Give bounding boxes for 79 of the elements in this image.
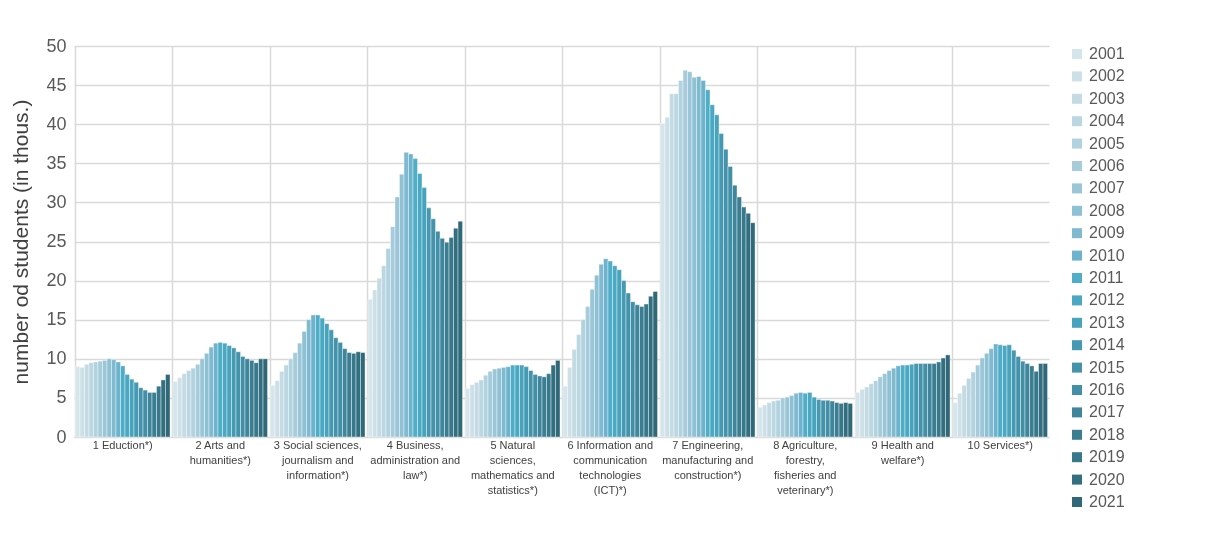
legend-label: 2003 [1089, 89, 1125, 107]
legend-label: 2005 [1089, 134, 1125, 152]
bar [775, 400, 781, 438]
legend-label: 2001 [1089, 45, 1125, 62]
x-tick-label: 6 Information and communication technologies (ICT)*) [567, 438, 654, 496]
bar [253, 362, 259, 438]
bar [766, 402, 772, 438]
bar [820, 400, 826, 438]
legend-label: 2016 [1089, 381, 1125, 398]
legend-label: 2020 [1089, 470, 1125, 488]
bar [478, 379, 484, 438]
bar [922, 363, 928, 438]
y-tick-label: 0 [56, 426, 67, 447]
x-tick-label: 1 Eduction*) [92, 438, 153, 451]
legend-label: 2002 [1089, 67, 1125, 85]
legend-label: 2018 [1089, 425, 1125, 443]
bar [88, 362, 94, 438]
bar [847, 403, 853, 438]
x-tick-label: 5 Natural sciences, mathematics and statistics*) [470, 438, 555, 496]
y-tick-label: 35 [46, 152, 67, 173]
bar [634, 304, 640, 438]
legend-label: 2011 [1089, 269, 1124, 286]
legend-label: 2017 [1089, 403, 1125, 421]
bar [262, 358, 268, 438]
bar [784, 396, 790, 438]
y-axis-title: number od students (in thous.) [9, 99, 33, 385]
bar [97, 360, 103, 438]
bar [859, 389, 865, 438]
legend-label: 2014 [1089, 336, 1125, 354]
y-tick-label: 30 [46, 191, 67, 212]
bar [79, 367, 85, 438]
legend-label: 2004 [1089, 112, 1125, 130]
bar [904, 364, 910, 438]
bar [979, 357, 985, 438]
y-tick-label: 20 [46, 270, 67, 291]
y-tick-label: 15 [46, 309, 67, 330]
x-tick-label: 7 Engineering, manufacturing and construction*) [662, 438, 754, 481]
x-tick-label: 4 Business, administration and law*) [370, 438, 461, 481]
bar [877, 376, 883, 438]
bar [190, 367, 196, 438]
y-tick-label: 5 [56, 387, 67, 408]
x-tick-label: 2 Arts and humanities*) [189, 438, 251, 466]
y-tick-label: 40 [46, 113, 67, 134]
bar [997, 344, 1003, 438]
bar [1042, 363, 1048, 438]
bar [913, 363, 919, 438]
bar [457, 220, 463, 438]
bar [505, 366, 511, 438]
x-tick-label: 10 Services*) [967, 438, 1033, 451]
legend-label: 2008 [1089, 201, 1125, 219]
legend-label: 2021 [1089, 493, 1125, 510]
x-tick-label: 8 Agriculture, forestry, fisheries and veterinary*) [773, 438, 838, 496]
bar [346, 352, 352, 438]
legend-label: 2009 [1089, 224, 1125, 242]
x-tick-label: 3 Social sciences, journalism and information*) [273, 438, 362, 481]
bar [541, 376, 547, 438]
bar [496, 367, 502, 438]
bar [208, 346, 214, 438]
bar [181, 373, 187, 438]
bar [142, 389, 148, 438]
legend-label: 2015 [1089, 358, 1125, 376]
y-tick-label: 25 [46, 231, 67, 251]
legend-label: 2007 [1089, 179, 1125, 197]
bar [895, 365, 901, 438]
legend-label: 2006 [1089, 157, 1125, 174]
legend-label: 2010 [1089, 246, 1125, 264]
legend-label: 2013 [1089, 313, 1125, 331]
bar [931, 363, 937, 438]
x-tick-label: 9 Health and welfare*) [871, 438, 934, 466]
bar [886, 370, 892, 438]
legend-label: 2019 [1089, 448, 1125, 466]
y-tick-label: 50 [46, 35, 67, 56]
y-tick-label: 45 [46, 74, 67, 95]
bar [652, 291, 658, 438]
bar [868, 383, 874, 438]
y-tick-label: 10 [46, 348, 67, 369]
bar [487, 371, 493, 438]
bar [469, 384, 475, 438]
legend-label: 2012 [1089, 291, 1125, 309]
